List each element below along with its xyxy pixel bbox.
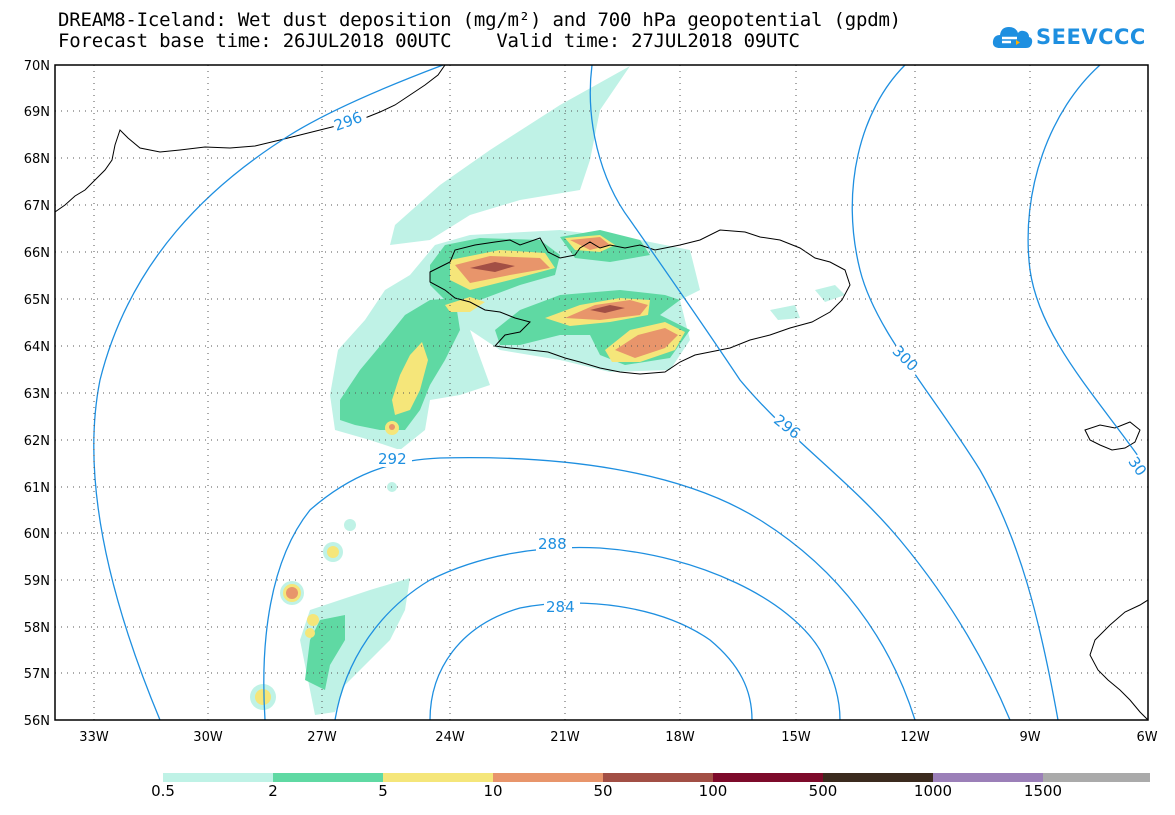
colorbar-swatch bbox=[603, 773, 713, 782]
map-frame bbox=[54, 64, 1149, 721]
scotland-coastline bbox=[1089, 599, 1148, 720]
colorbar-swatch bbox=[823, 773, 933, 782]
colorbar-labels: 0.5 2 5 10 50 100 500 1000 1500 bbox=[151, 782, 1062, 800]
colorbar-swatch bbox=[713, 773, 823, 782]
contour-292 bbox=[263, 457, 916, 720]
dust-region-high bbox=[255, 689, 271, 705]
lat-label: 64N bbox=[24, 340, 50, 355]
contour-label: 296 bbox=[332, 108, 365, 135]
contour-304 bbox=[1027, 65, 1148, 471]
dust-region-high bbox=[445, 297, 485, 312]
colorbar-label: 500 bbox=[809, 782, 838, 800]
lat-label: 61N bbox=[24, 481, 50, 496]
dust-region-high bbox=[307, 614, 319, 626]
lon-label: 33W bbox=[79, 730, 109, 745]
lon-label: 30W bbox=[193, 730, 223, 745]
dust-region-veryhigh bbox=[389, 424, 395, 430]
lon-label: 9W bbox=[1019, 730, 1040, 745]
lat-label: 56N bbox=[24, 714, 50, 729]
dust-region-extreme bbox=[590, 305, 625, 313]
dust-deposition-field bbox=[250, 66, 845, 715]
contour-label: 292 bbox=[378, 450, 407, 468]
lat-label: 70N bbox=[24, 59, 50, 74]
colorbar bbox=[163, 773, 1150, 782]
lat-label: 66N bbox=[24, 246, 50, 261]
dust-region-veryhigh bbox=[615, 328, 678, 358]
lat-label: 60N bbox=[24, 527, 50, 542]
contour-288 bbox=[334, 546, 841, 720]
colorbar-label: 50 bbox=[593, 782, 612, 800]
dust-region-high bbox=[392, 342, 428, 415]
lat-label: 62N bbox=[24, 434, 50, 449]
faroe-coastline bbox=[1084, 421, 1141, 451]
dust-region-low bbox=[344, 519, 356, 531]
dust-region-high bbox=[327, 546, 339, 558]
contour-296-west bbox=[93, 65, 444, 720]
contour-284 bbox=[429, 602, 753, 720]
colorbar-swatch bbox=[933, 773, 1043, 782]
contour-296-east bbox=[589, 65, 1011, 720]
lat-label: 59N bbox=[24, 574, 50, 589]
lon-label: 27W bbox=[307, 730, 337, 745]
dust-region-veryhigh bbox=[286, 587, 298, 599]
seevccc-logo: SEEVCCC bbox=[990, 22, 1146, 52]
cloud-arrow-icon bbox=[992, 27, 1033, 48]
colorbar-label: 10 bbox=[483, 782, 502, 800]
colorbar-swatch bbox=[383, 773, 493, 782]
latitude-labels: 70N 69N 68N 67N 66N 65N 64N 63N 62N 61N … bbox=[24, 59, 50, 729]
lat-label: 58N bbox=[24, 621, 50, 636]
colorbar-swatch bbox=[493, 773, 603, 782]
longitude-labels: 33W 30W 27W 24W 21W 18W 15W 12W 9W 6W bbox=[79, 730, 1157, 745]
coastlines bbox=[55, 65, 1148, 720]
contour-label: 288 bbox=[538, 535, 567, 553]
dust-region-low bbox=[300, 578, 410, 715]
colorbar-label: 5 bbox=[378, 782, 388, 800]
dust-region-extreme bbox=[470, 262, 515, 272]
colorbar-swatch bbox=[1043, 773, 1150, 782]
lon-label: 24W bbox=[435, 730, 465, 745]
greenland-coastline bbox=[55, 65, 446, 213]
lon-label: 18W bbox=[665, 730, 695, 745]
dust-region-mid bbox=[305, 615, 345, 690]
contour-label: 30 bbox=[1124, 453, 1150, 479]
title-line: DREAM8-Iceland: Wet dust deposition (mg/… bbox=[58, 9, 901, 31]
lat-label: 69N bbox=[24, 105, 50, 120]
lat-label: 68N bbox=[24, 152, 50, 167]
colorbar-swatch bbox=[273, 773, 383, 782]
contour-label: 284 bbox=[546, 598, 575, 616]
colorbar-swatch bbox=[163, 773, 273, 782]
colorbar-label: 1500 bbox=[1024, 782, 1062, 800]
dust-region-mid bbox=[340, 298, 460, 430]
lat-label: 63N bbox=[24, 387, 50, 402]
dust-region-high bbox=[305, 628, 315, 638]
dust-region-low bbox=[815, 285, 845, 302]
lat-label: 57N bbox=[24, 667, 50, 682]
lon-label: 15W bbox=[781, 730, 811, 745]
dust-region-low bbox=[390, 66, 630, 245]
lat-label: 65N bbox=[24, 293, 50, 308]
logo-text: SEEVCCC bbox=[1036, 25, 1146, 49]
lon-label: 12W bbox=[900, 730, 930, 745]
iceland-coastline bbox=[429, 229, 851, 375]
lon-label: 6W bbox=[1136, 730, 1157, 745]
dust-region-low bbox=[770, 305, 800, 320]
lat-label: 67N bbox=[24, 199, 50, 214]
colorbar-label: 1000 bbox=[914, 782, 952, 800]
time-line: Forecast base time: 26JUL2018 00UTC Vali… bbox=[58, 30, 800, 52]
chart-header: DREAM8-Iceland: Wet dust deposition (mg/… bbox=[58, 10, 901, 52]
colorbar-label: 0.5 bbox=[151, 782, 175, 800]
geopotential-contours bbox=[93, 65, 1148, 720]
lat-lon-grid bbox=[55, 65, 1148, 720]
lon-label: 21W bbox=[550, 730, 580, 745]
dust-region-veryhigh bbox=[570, 237, 610, 250]
colorbar-label: 2 bbox=[268, 782, 278, 800]
colorbar-label: 100 bbox=[699, 782, 728, 800]
